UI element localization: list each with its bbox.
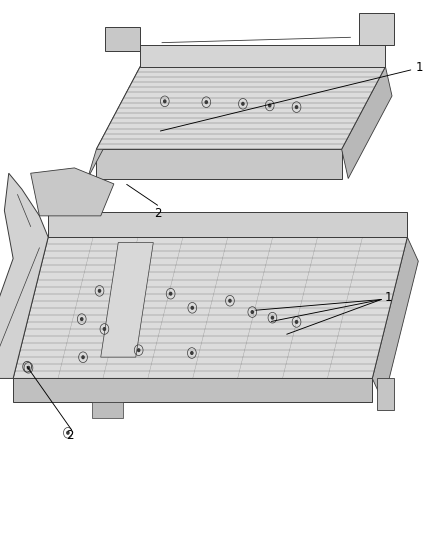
Circle shape [191, 306, 194, 309]
Text: 2: 2 [67, 430, 74, 442]
Polygon shape [0, 173, 48, 378]
Circle shape [99, 289, 101, 292]
Circle shape [271, 317, 273, 319]
Text: 1: 1 [385, 292, 392, 304]
Circle shape [268, 104, 271, 107]
Polygon shape [88, 67, 140, 179]
Polygon shape [92, 402, 123, 418]
Circle shape [164, 100, 166, 103]
Circle shape [295, 320, 298, 323]
Circle shape [191, 352, 193, 354]
Polygon shape [372, 237, 418, 402]
Text: 1: 1 [416, 61, 424, 74]
Polygon shape [359, 13, 394, 45]
Polygon shape [342, 67, 392, 179]
Polygon shape [140, 45, 385, 67]
Circle shape [82, 356, 84, 359]
Text: 2: 2 [154, 207, 162, 220]
Polygon shape [31, 168, 114, 216]
Circle shape [295, 106, 298, 108]
Circle shape [242, 102, 244, 105]
Polygon shape [13, 237, 407, 378]
Polygon shape [48, 212, 407, 237]
Circle shape [67, 432, 69, 434]
Polygon shape [96, 67, 385, 149]
Polygon shape [105, 27, 140, 51]
Circle shape [81, 318, 83, 320]
Polygon shape [377, 378, 394, 410]
Polygon shape [96, 149, 342, 179]
Circle shape [229, 300, 231, 302]
Circle shape [103, 328, 106, 330]
Circle shape [27, 367, 30, 369]
Circle shape [251, 311, 253, 313]
Polygon shape [13, 378, 372, 402]
Polygon shape [101, 243, 153, 357]
Circle shape [205, 101, 208, 103]
Circle shape [138, 349, 140, 352]
Circle shape [170, 292, 172, 295]
